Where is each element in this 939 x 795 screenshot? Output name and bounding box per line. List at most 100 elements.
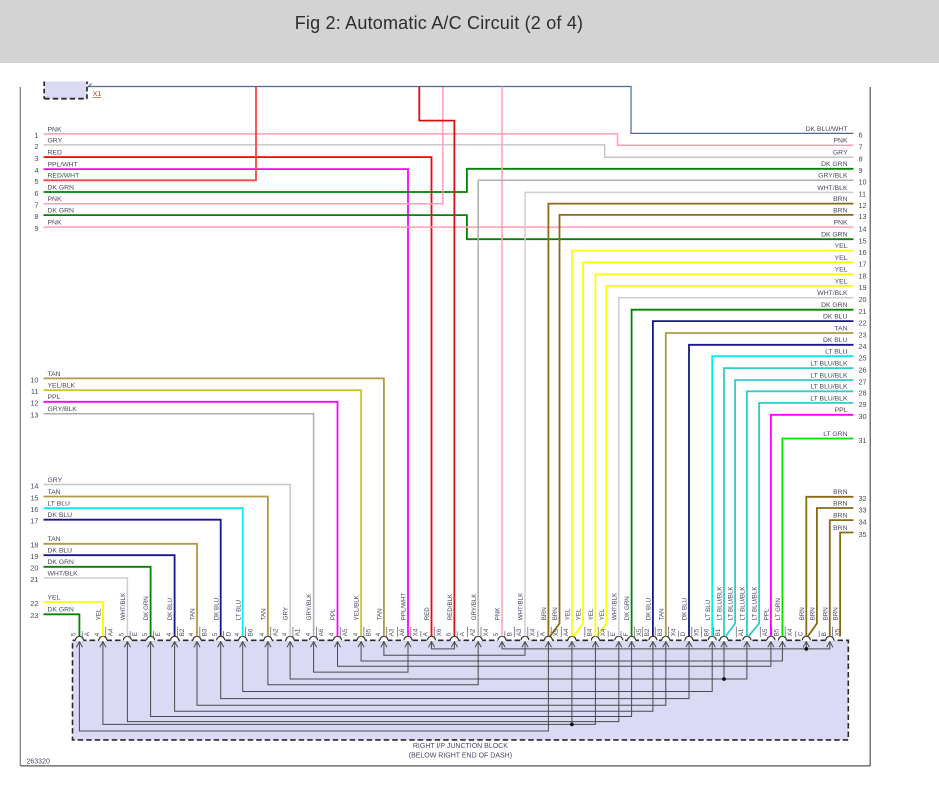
entry-wire-color-label: YEL/BLK (354, 594, 361, 620)
entry-arrow-icon (720, 640, 728, 648)
right-pin-label: GRY (833, 150, 848, 157)
right-pin-number: 35 (859, 530, 867, 539)
entry-wire-color-label: WHT/BLK (518, 592, 525, 620)
wire-dk-grn (43, 167, 854, 193)
entry-wire-color-label: WHT/BLK (611, 592, 618, 620)
entry-arrow-icon (708, 640, 716, 648)
page-title: Fig 2: Automatic A/C Circuit (2 of 4) (294, 13, 584, 33)
left-pin-number: 21 (30, 575, 38, 584)
wire-gry-blk (477, 179, 854, 637)
entry-wire-color-label: LT BLU (705, 600, 712, 620)
entry-right-label: B5 (366, 628, 373, 636)
left-pin-label: DK GRN (48, 559, 75, 566)
entry-arrow-icon (147, 640, 155, 648)
wire-lt-blu (43, 507, 244, 637)
entry-wire-color-label: LT GRN (775, 598, 782, 620)
right-pin-label: GRY/BLK (818, 173, 848, 180)
left-pin-number: 7 (34, 201, 38, 210)
left-pin-number: 2 (34, 142, 38, 151)
wire-gry (43, 144, 854, 158)
wire-yel (43, 601, 104, 637)
left-pin-label: DK GRN (48, 208, 75, 215)
entry-arrow-icon (310, 640, 318, 648)
wire-brn (549, 213, 854, 637)
wire-lt-blu (711, 355, 854, 637)
left-pin-label: WHT/BLK (48, 570, 79, 577)
wire-dk-blu (652, 320, 854, 637)
entry-wire-color-label: PPL (764, 608, 771, 620)
wire-dk-blu (688, 343, 854, 637)
entry-arrow-icon (171, 640, 179, 648)
entry-left-label: 4 (375, 632, 382, 636)
right-pin-number: 30 (859, 412, 867, 421)
entry-arrow-icon (123, 640, 131, 648)
wire-lt-blu-blk (724, 379, 854, 637)
entry-arrow-icon (474, 640, 482, 648)
left-pin-number: 13 (30, 411, 38, 420)
entry-arrow-icon (778, 640, 786, 648)
left-pin-label: RED (48, 150, 62, 157)
right-pin-label: YEL (835, 255, 848, 262)
wire-wht-blk (618, 297, 854, 637)
entry-arrow-icon (75, 640, 83, 648)
junction-internal-link (337, 641, 772, 667)
entry-wire-color-label: YEL (588, 608, 595, 620)
wire-gry-blk (43, 412, 315, 637)
wire-dk-blu (43, 554, 176, 637)
wire-ppl (43, 400, 339, 637)
entry-right-label: X4 (787, 628, 794, 636)
entry-left-label: 6 (446, 632, 453, 636)
right-pin-number: 8 (859, 155, 863, 164)
wire-gry (43, 483, 291, 637)
entry-wire-color-label: YEL (565, 608, 572, 620)
left-pin-label: YEL (48, 594, 61, 601)
right-pin-label: LT BLU/BLK (810, 361, 848, 368)
junction-internal-link (431, 641, 455, 650)
entry-right-label: D (225, 631, 232, 636)
entry-left-label: 4 (329, 632, 336, 636)
left-pin-label: TAN (48, 536, 61, 543)
entry-wire-color-label: YEL (96, 608, 103, 620)
junction-internal-link (360, 641, 783, 662)
right-pin-number: 29 (859, 400, 867, 409)
left-pin-label: GRY (48, 137, 63, 144)
entry-right-label: A (459, 631, 466, 636)
entry-left-label: 5 (493, 632, 500, 636)
right-pin-label: DK GRN (821, 161, 848, 168)
left-pin-number: 14 (30, 481, 38, 490)
left-pin-label: DK BLU (48, 548, 73, 555)
right-pin-number: 19 (859, 283, 867, 292)
junction-internal-link (501, 641, 831, 650)
left-pin-number: 5 (34, 177, 38, 186)
right-pin-number: 22 (859, 318, 867, 327)
entry-wire-color-label: PPL (330, 608, 337, 620)
entry-left-label: C (798, 631, 805, 636)
entry-right-label: X5 (636, 628, 643, 636)
x1-connector-label[interactable]: X1 (93, 91, 102, 98)
entry-wire-color-label: BRN (810, 607, 817, 620)
left-pin-number: 3 (34, 154, 38, 163)
entry-left-label: B5 (774, 628, 781, 636)
entry-right-label: X4 (413, 628, 420, 636)
wire-lt-blu-blk (723, 367, 854, 637)
figure-code: 263320 (27, 758, 50, 765)
wire-brn (805, 495, 854, 637)
left-pin-label: YEL/BLK (48, 383, 76, 390)
entry-wire-color-label: GRY/BLK (471, 593, 478, 621)
right-pin-label: PNK (834, 138, 848, 145)
entry-wire-color-label: RED (424, 607, 431, 621)
left-pin-number: 12 (30, 399, 38, 408)
left-pin-number: 9 (34, 224, 38, 233)
left-pin-label: DK BLU (48, 512, 73, 519)
entry-left-label: B1 (715, 628, 722, 636)
right-pin-label: BRN (833, 513, 847, 520)
right-pin-label: LT BLU (825, 349, 848, 356)
left-pin-number: 15 (30, 493, 38, 502)
x1-connector-fill (44, 81, 87, 99)
junction-block-name: RIGHT I/P JUNCTION BLOCK (413, 743, 508, 750)
entry-arrow-icon (662, 640, 670, 648)
entry-wire-color-label: LT BLU (235, 600, 242, 620)
right-pin-number: 20 (859, 295, 867, 304)
entry-wire-color-label: LT BLU/BLK (717, 586, 724, 621)
wire-red-blk (418, 86, 456, 637)
